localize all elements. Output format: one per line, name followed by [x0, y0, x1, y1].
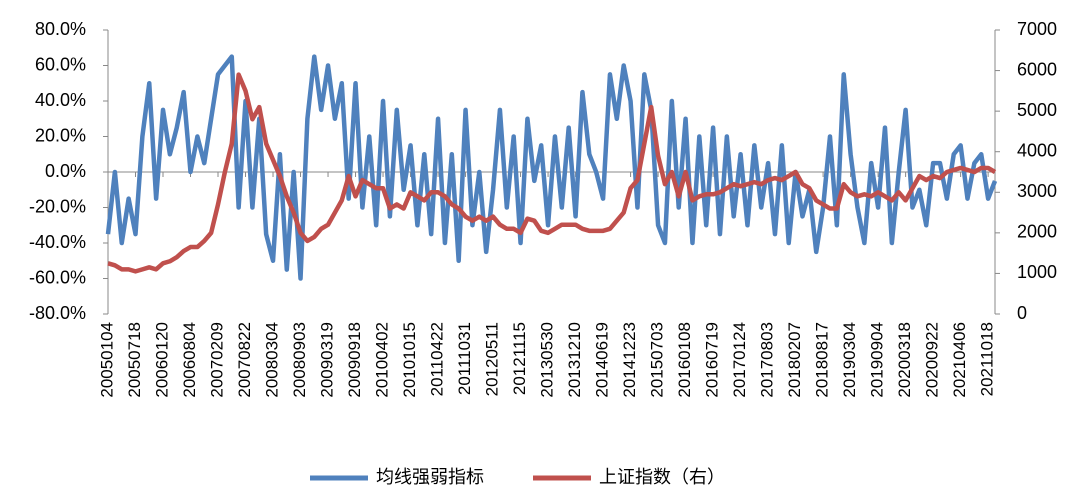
x-tick-label: 20140619: [593, 322, 612, 398]
x-tick-label: 20060804: [180, 322, 199, 398]
x-tick-label: 20080903: [290, 322, 309, 398]
x-tick-label: 20170803: [758, 322, 777, 398]
x-tick-label: 20180817: [813, 322, 832, 398]
x-tick-label: 20060120: [152, 322, 171, 398]
y-tick-label: 60.0%: [35, 54, 86, 74]
series-line: [107, 72, 997, 274]
x-tick-label: 20190304: [840, 322, 859, 398]
y2-tick-label: 2000: [1017, 222, 1057, 242]
x-tick-label: 20190904: [868, 322, 887, 398]
x-tick-label: 20200318: [895, 322, 914, 398]
legend-label: 上证指数（右）: [599, 467, 725, 487]
x-tick-label: 20100402: [373, 322, 392, 398]
series-line: [105, 54, 998, 281]
y-tick-label: -60.0%: [29, 267, 86, 287]
x-tick-label: 20160108: [675, 322, 694, 398]
y-tick-label: 0.0%: [45, 161, 86, 181]
x-tick-label: 20131210: [565, 322, 584, 398]
x-tick-label: 20090319: [318, 322, 337, 398]
x-tick-label: 20070209: [207, 322, 226, 398]
x-tick-label: 20090918: [345, 322, 364, 398]
x-tick-label: 20170124: [730, 322, 749, 398]
x-tick-label: 20110422: [428, 322, 447, 396]
x-tick-label: 20210406: [950, 322, 969, 398]
x-tick-label: 20200922: [923, 322, 942, 398]
y-tick-label: -40.0%: [29, 232, 86, 252]
y2-tick-label: 5000: [1017, 100, 1057, 120]
x-tick-label: 20080304: [263, 322, 282, 398]
y-tick-label: 20.0%: [35, 125, 86, 145]
y2-tick-label: 4000: [1017, 140, 1057, 160]
x-tick-label: 20160719: [703, 322, 722, 398]
y2-tick-label: 7000: [1017, 19, 1057, 39]
x-tick-label: 20070822: [235, 322, 254, 398]
y-tick-label: -80.0%: [29, 303, 86, 323]
y-tick-label: 80.0%: [35, 19, 86, 39]
legend-label: 均线强弱指标: [376, 467, 484, 487]
x-tick-label: 20101015: [400, 322, 419, 398]
x-tick-label: 20121115: [510, 322, 529, 395]
y2-tick-label: 3000: [1017, 181, 1057, 201]
y-tick-label: 40.0%: [35, 90, 86, 110]
x-tick-label: 20211018: [978, 322, 997, 396]
x-tick-label: 20141223: [620, 322, 639, 398]
x-tick-label: 20111031: [455, 322, 474, 395]
x-tick-label: 20050104: [97, 322, 116, 398]
x-tick-label: 20130530: [538, 322, 557, 398]
x-tick-label: 20150703: [648, 322, 667, 398]
x-tick-label: 20120511: [483, 322, 502, 396]
y2-tick-label: 6000: [1017, 59, 1057, 79]
y2-tick-label: 0: [1017, 303, 1027, 323]
y2-tick-label: 1000: [1017, 262, 1057, 282]
x-tick-label: 20050718: [125, 322, 144, 398]
x-tick-label: 20180207: [785, 322, 804, 398]
y-tick-label: -20.0%: [29, 196, 86, 216]
